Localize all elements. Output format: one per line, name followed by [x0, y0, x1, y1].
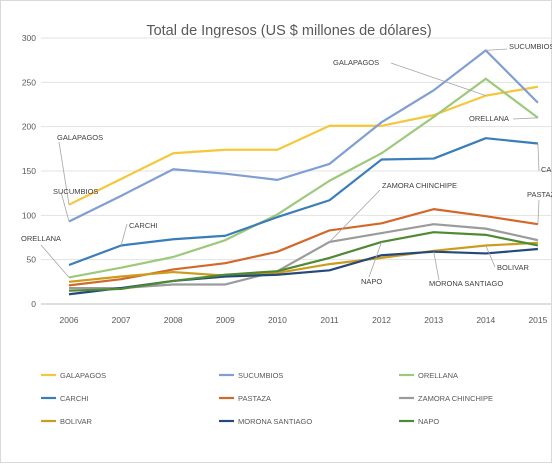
- annotation-leader: [329, 189, 381, 243]
- series-line-galapagos: [68, 85, 539, 206]
- y-tick-label: 0: [31, 299, 36, 309]
- annotation-leader: [433, 251, 440, 281]
- series-line-napo: [68, 231, 539, 292]
- gridlines: [41, 37, 551, 305]
- annotation-orellana: ORELLANA: [21, 234, 61, 243]
- annotation-leader: [40, 244, 70, 278]
- y-tick-label: 250: [22, 77, 36, 87]
- series-line-bolivar: [68, 241, 538, 283]
- series-line-sucumbios: [68, 49, 539, 223]
- annotation-leader: [368, 241, 382, 278]
- x-tick-label: 2015: [528, 315, 547, 325]
- annotation-leader: [485, 48, 508, 51]
- series-line-carchi: [68, 137, 539, 267]
- annotation-pastaza: PASTAZA: [527, 190, 552, 199]
- series-lines: [68, 49, 539, 296]
- annotation-carchi: CARCHI: [541, 165, 552, 174]
- annotation-leader: [60, 191, 70, 222]
- annotation-zamora-chinchipe: ZAMORA CHINCHIPE: [382, 181, 457, 190]
- legend-label-morona-santiago: MORONA SANTIAGO: [238, 417, 312, 426]
- annotation-morona-santiago: MORONA SANTIAGO: [429, 279, 503, 288]
- x-tick-label: 2007: [112, 315, 131, 325]
- annotation-napo: NAPO: [361, 277, 382, 286]
- legend-label-galapagos: GALAPAGOS: [60, 371, 106, 380]
- y-axis-tick-labels: 0 50 100 150 200 250 300: [22, 33, 36, 309]
- series-line-orellana: [68, 77, 539, 279]
- legend-label-orellana: ORELLANA: [418, 371, 458, 380]
- x-tick-label: 2006: [60, 315, 79, 325]
- series-annotations: GALAPAGOS SUCUMBIOS CARCHI ORELLANA GALAPAGO…: [21, 42, 552, 288]
- series-line-zamora-chinchipe: [69, 223, 539, 290]
- chart-title: Total de Ingresos (US $ millones de dóla…: [146, 23, 431, 39]
- y-tick-label: 200: [22, 122, 36, 132]
- y-tick-label: 50: [27, 255, 37, 265]
- x-axis-tick-labels: 2006 2007 2008 2009 2010 2011 2012 2013 2014 2015: [60, 315, 548, 325]
- annotation-leader: [485, 245, 496, 268]
- x-tick-label: 2010: [268, 315, 287, 325]
- x-tick-label: 2009: [216, 315, 235, 325]
- legend-label-sucumbios: SUCUMBIOS: [238, 371, 283, 380]
- annotation-bolivar: BOLIVAR: [497, 263, 530, 272]
- legend-label-carchi: CARCHI: [60, 394, 89, 403]
- annotation-leader: [512, 117, 538, 120]
- annotation-sucumbios: SUCUMBIOS: [53, 187, 98, 196]
- annotation-leader: [58, 141, 70, 205]
- annotation-carchi: CARCHI: [129, 221, 158, 230]
- annotation-leader: [537, 199, 540, 225]
- x-tick-label: 2013: [424, 315, 443, 325]
- legend-label-napo: NAPO: [418, 417, 439, 426]
- annotation-orellana: ORELLANA: [469, 114, 509, 123]
- annotation-sucumbios: SUCUMBIOS: [509, 42, 552, 51]
- x-tick-label: 2012: [372, 315, 391, 325]
- annotation-leader: [120, 223, 128, 246]
- legend-label-zamora-chinchipe: ZAMORA CHINCHIPE: [418, 394, 493, 403]
- annotation-leader: [537, 143, 540, 172]
- annotation-galapagos: GALAPAGOS: [57, 133, 103, 142]
- annotation-galapagos: GALAPAGOS: [333, 58, 379, 67]
- annotation-leader: [390, 62, 486, 97]
- x-tick-label: 2014: [476, 315, 495, 325]
- y-tick-label: 150: [22, 166, 36, 176]
- x-tick-label: 2011: [320, 315, 339, 325]
- y-tick-label: 300: [22, 33, 36, 43]
- y-tick-label: 100: [22, 210, 36, 220]
- legend-label-pastaza: PASTAZA: [238, 394, 271, 403]
- legend-label-bolivar: BOLIVAR: [60, 417, 93, 426]
- legend: GALAPAGOS SUCUMBIOS ORELLANA CARCHI PASTAZA Z…: [41, 371, 493, 426]
- x-tick-label: 2008: [164, 315, 183, 325]
